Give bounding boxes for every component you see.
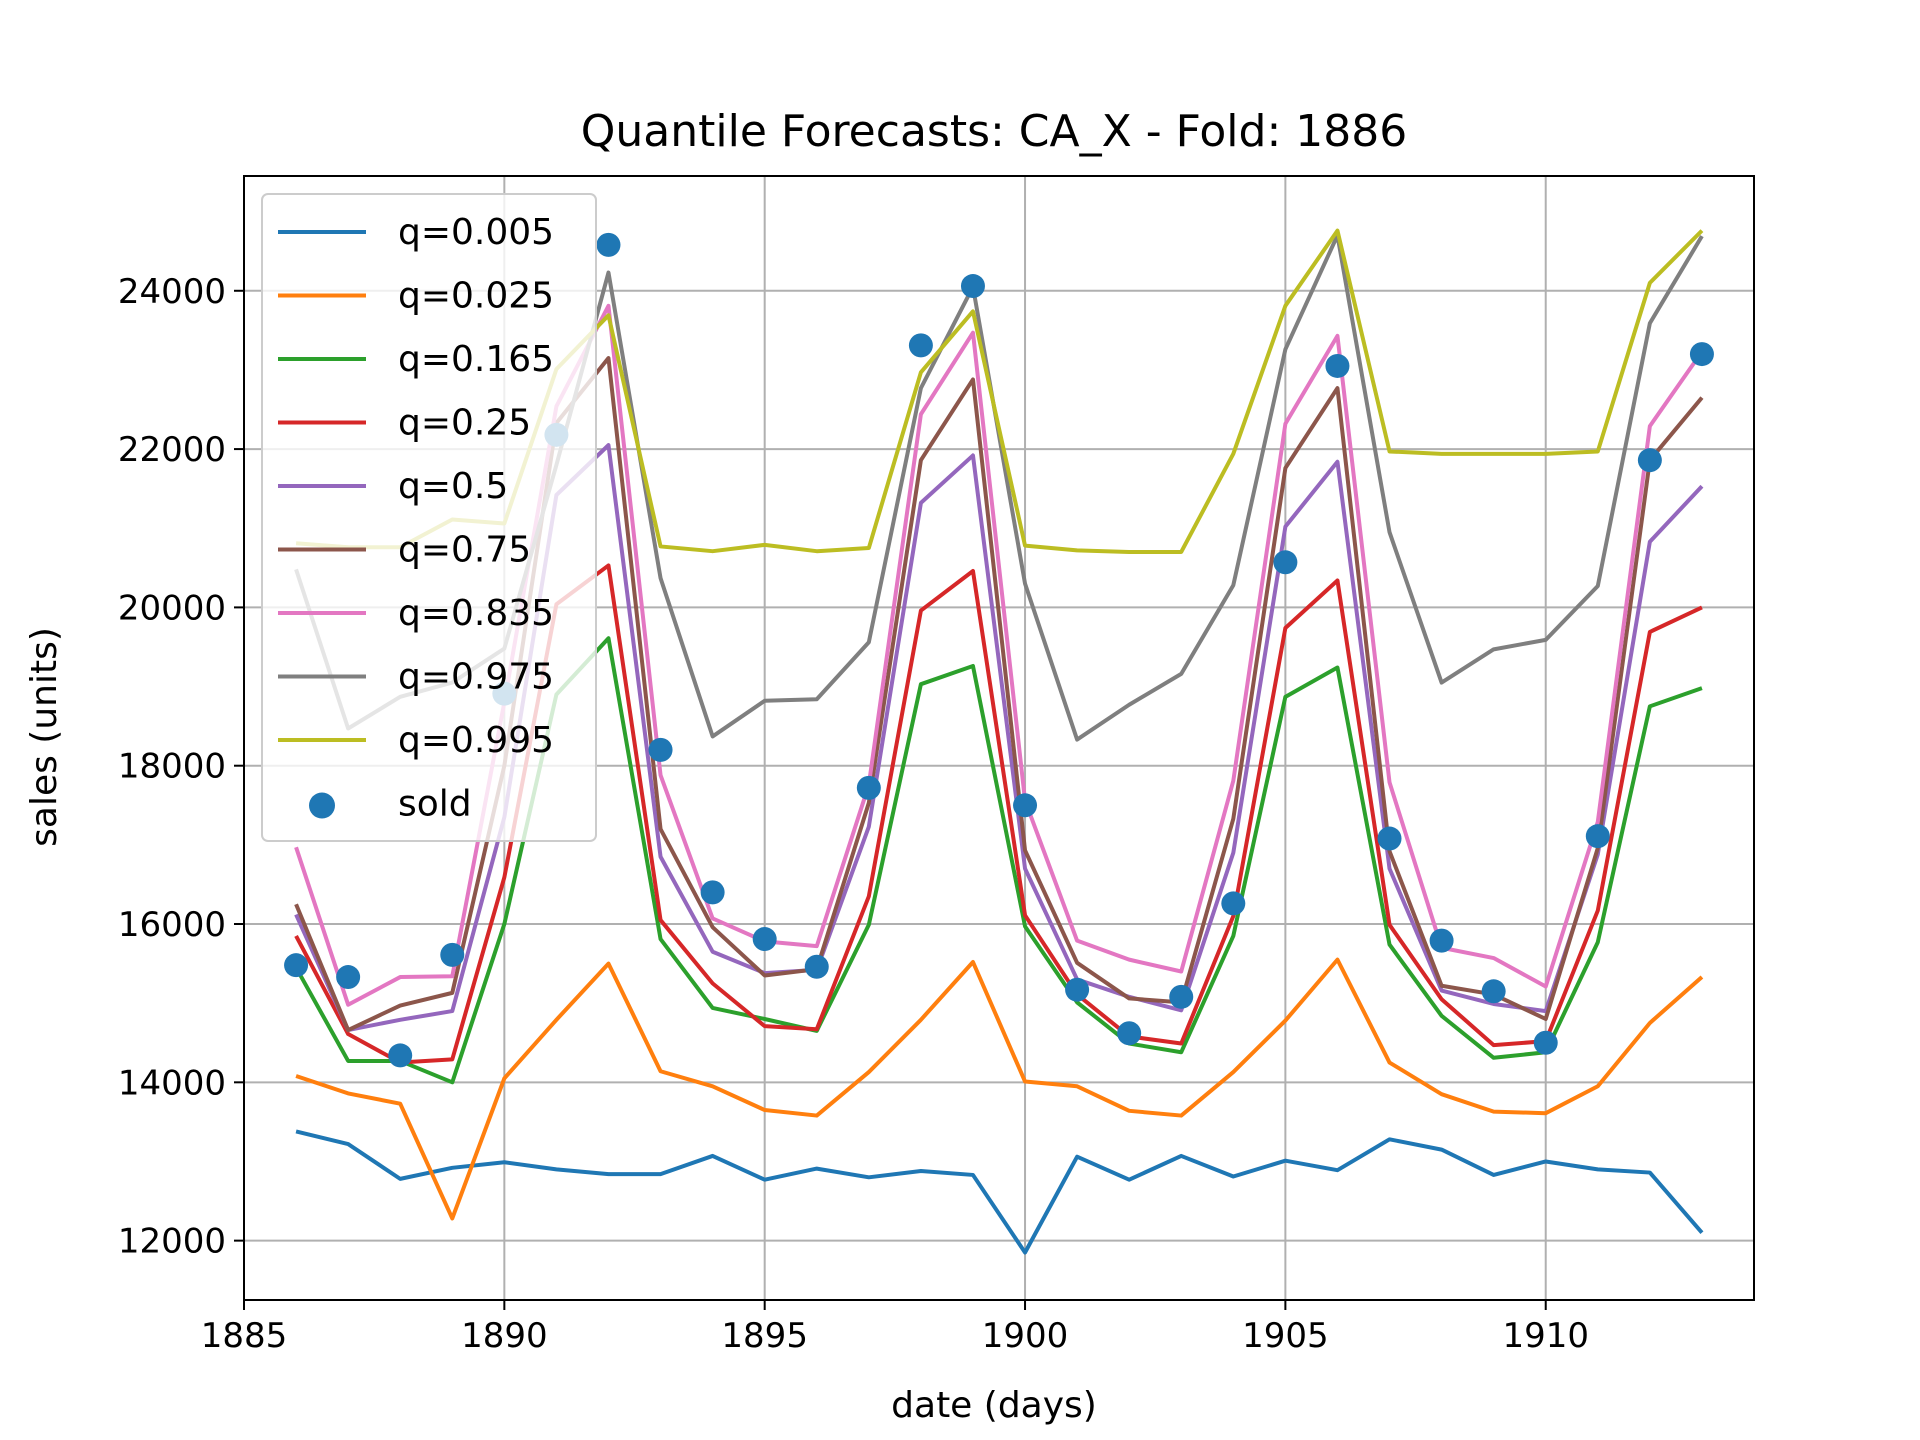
series-line-q=0.025 (295, 957, 1704, 1221)
sold-point (1221, 891, 1246, 916)
legend-label: q=0.25 (398, 403, 531, 444)
sold-point (1481, 979, 1506, 1004)
sold-point (908, 333, 933, 358)
sold-point (1533, 1030, 1558, 1055)
legend-swatch-sold (309, 792, 335, 819)
sold-point (1429, 928, 1454, 953)
sold-point (336, 965, 361, 990)
legend-label: q=0.165 (398, 339, 554, 380)
legend-label: q=0.975 (398, 657, 554, 698)
sold-point (1377, 826, 1402, 851)
sold-point (1689, 342, 1714, 367)
legend: q=0.005 q=0.025 q=0.165 q=0.25 q=0.5 q=0.75 q=… (261, 193, 597, 842)
sold-point (804, 954, 829, 979)
y-tick-label: 16000 (118, 905, 226, 945)
y-tick-label: 18000 (118, 747, 226, 787)
sold-point (1273, 550, 1298, 575)
y-tick-label: 24000 (118, 272, 226, 312)
sold-point (1637, 448, 1662, 473)
sold-point (960, 274, 985, 299)
x-tick-label: 1900 (982, 1316, 1069, 1356)
y-tick-label: 20000 (118, 588, 226, 628)
chart-title: Quantile Forecasts: CA_X - Fold: 1886 (581, 106, 1407, 157)
sold-point (1585, 824, 1610, 849)
x-tick-label: 1890 (461, 1316, 548, 1356)
sold-point (1169, 984, 1194, 1009)
y-axis-label: sales (units) (24, 627, 65, 847)
sold-point (596, 232, 621, 257)
x-tick-label: 1905 (1242, 1316, 1329, 1356)
sold-point (284, 953, 309, 978)
sold-point (1065, 977, 1090, 1002)
legend-label: q=0.75 (398, 530, 531, 571)
legend-box (261, 193, 597, 842)
sold-point (700, 880, 725, 905)
sold-point (1325, 353, 1350, 378)
x-axis-label: date (days) (891, 1385, 1097, 1426)
sold-point (1013, 793, 1038, 818)
legend-label: q=0.995 (398, 720, 554, 761)
legend-label: q=0.025 (398, 276, 554, 317)
x-tick-label: 1885 (201, 1316, 288, 1356)
sold-point (388, 1043, 413, 1068)
legend-label: sold (398, 784, 472, 825)
sold-point (440, 942, 465, 967)
legend-label: q=0.005 (398, 212, 554, 253)
y-tick-label: 22000 (118, 430, 226, 470)
x-tick-label: 1895 (721, 1316, 808, 1356)
y-tick-label: 14000 (118, 1063, 226, 1103)
series-line-q=0.005 (295, 1129, 1704, 1255)
sold-point (1117, 1021, 1142, 1046)
legend-label: q=0.5 (398, 466, 508, 507)
axis-ticks: 1885 1890 1895 1900 1905 1910 12000 14000 16000 1… (118, 272, 1589, 1356)
sold-point (648, 737, 673, 762)
sold-point (752, 927, 777, 952)
sold-point (856, 775, 881, 800)
y-tick-label: 12000 (118, 1222, 226, 1262)
legend-label: q=0.835 (398, 593, 554, 634)
x-tick-label: 1910 (1502, 1316, 1589, 1356)
plot-frame (243, 175, 1755, 1301)
